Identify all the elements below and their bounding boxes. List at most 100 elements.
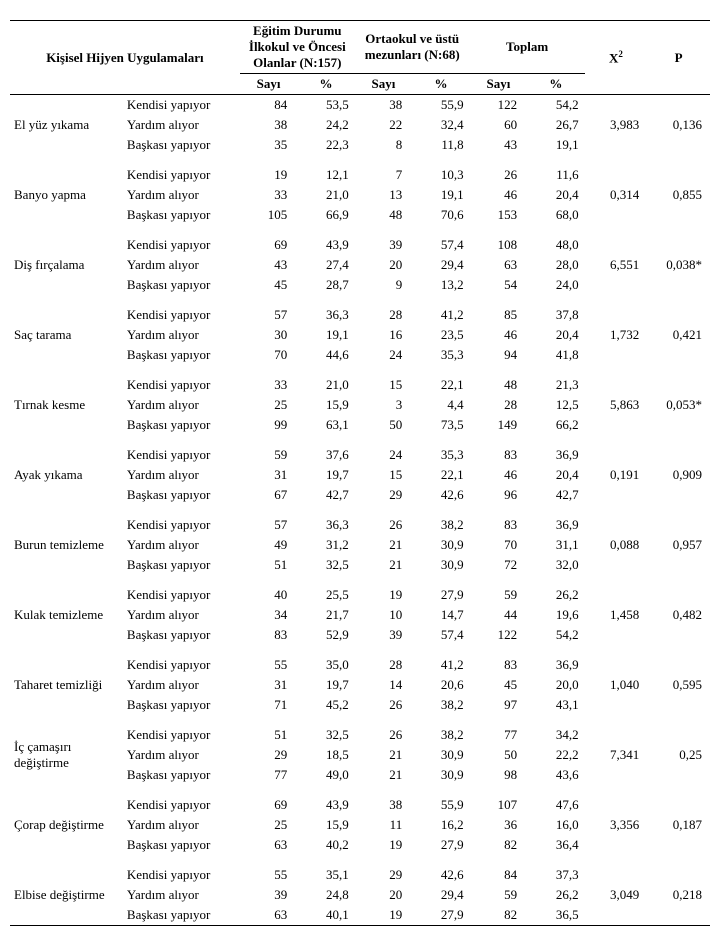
data-cell: 46: [470, 465, 527, 485]
data-cell: 55: [240, 865, 297, 885]
response-label: Başkası yapıyor: [125, 415, 240, 435]
data-cell: 34: [240, 605, 297, 625]
p-value: 0,595: [647, 675, 710, 695]
data-cell: 49,0: [297, 765, 354, 785]
data-cell: 27,9: [412, 905, 469, 926]
practice-name: Taharet temizliği: [10, 655, 125, 715]
data-cell: 19,6: [527, 605, 584, 625]
response-label: Yardım alıyor: [125, 675, 240, 695]
response-label: Başkası yapıyor: [125, 205, 240, 225]
data-cell: 83: [240, 625, 297, 645]
data-cell: 7: [355, 165, 412, 185]
p-value: 0,053*: [647, 395, 710, 415]
data-cell: 31,1: [527, 535, 584, 555]
table-row: İç çamaşırı değiştirmeKendisi yapıyor513…: [10, 725, 710, 745]
data-cell: 19: [240, 165, 297, 185]
data-cell: 83: [470, 445, 527, 465]
data-cell: 84: [470, 865, 527, 885]
p-value: 0,482: [647, 605, 710, 625]
data-cell: 30,9: [412, 745, 469, 765]
data-cell: 60: [470, 115, 527, 135]
data-cell: 23,5: [412, 325, 469, 345]
data-cell: 51: [240, 725, 297, 745]
data-cell: 19,1: [297, 325, 354, 345]
response-label: Başkası yapıyor: [125, 135, 240, 155]
p-value: 0,038*: [647, 255, 710, 275]
group-spacer: [10, 855, 710, 865]
data-cell: 12,1: [297, 165, 354, 185]
data-cell: 26: [355, 695, 412, 715]
data-cell: 98: [470, 765, 527, 785]
table-row: Tırnak kesmeKendisi yapıyor3321,01522,14…: [10, 375, 710, 395]
data-cell: 19: [355, 905, 412, 926]
header-group2: Ortaokul ve üstü mezunları (N:68): [355, 21, 470, 74]
data-cell: 71: [240, 695, 297, 715]
group-spacer: [10, 225, 710, 235]
data-cell: 57,4: [412, 625, 469, 645]
data-cell: 63: [470, 255, 527, 275]
data-cell: 41,8: [527, 345, 584, 365]
group-spacer: [10, 155, 710, 165]
data-cell: 55,9: [412, 795, 469, 815]
data-cell: 11: [355, 815, 412, 835]
response-label: Yardım alıyor: [125, 115, 240, 135]
data-cell: 36: [470, 815, 527, 835]
data-cell: 36,9: [527, 445, 584, 465]
data-cell: 21,0: [297, 375, 354, 395]
data-cell: 22: [355, 115, 412, 135]
data-cell: 30,9: [412, 555, 469, 575]
data-cell: 43,9: [297, 235, 354, 255]
data-cell: 57: [240, 305, 297, 325]
data-cell: 39: [355, 235, 412, 255]
data-cell: 9: [355, 275, 412, 295]
data-cell: 28,0: [527, 255, 584, 275]
data-cell: 14,7: [412, 605, 469, 625]
data-cell: 96: [470, 485, 527, 505]
data-cell: 13,2: [412, 275, 469, 295]
data-cell: 20: [355, 885, 412, 905]
data-cell: 21,3: [527, 375, 584, 395]
data-cell: 35,1: [297, 865, 354, 885]
response-label: Yardım alıyor: [125, 885, 240, 905]
x2-value: 1,458: [585, 605, 648, 625]
data-cell: 45: [240, 275, 297, 295]
p-value: 0,136: [647, 115, 710, 135]
response-label: Kendisi yapıyor: [125, 305, 240, 325]
data-cell: 44,6: [297, 345, 354, 365]
data-cell: 35,3: [412, 445, 469, 465]
data-cell: 35: [240, 135, 297, 155]
data-cell: 24: [355, 445, 412, 465]
data-cell: 16,2: [412, 815, 469, 835]
data-cell: 38: [355, 795, 412, 815]
data-cell: 31: [240, 465, 297, 485]
practice-name: Elbise değiştirme: [10, 865, 125, 926]
response-label: Kendisi yapıyor: [125, 795, 240, 815]
data-cell: 21,7: [297, 605, 354, 625]
response-label: Başkası yapıyor: [125, 345, 240, 365]
data-cell: 22,1: [412, 375, 469, 395]
sub-count: Sayı: [470, 74, 527, 95]
practice-name: İç çamaşırı değiştirme: [10, 725, 125, 785]
data-cell: 15: [355, 465, 412, 485]
data-cell: 73,5: [412, 415, 469, 435]
x2-value: 3,356: [585, 815, 648, 835]
data-cell: 28,7: [297, 275, 354, 295]
practice-name: Saç tarama: [10, 305, 125, 365]
response-label: Başkası yapıyor: [125, 835, 240, 855]
x2-value: 3,049: [585, 885, 648, 905]
data-cell: 46: [470, 325, 527, 345]
data-cell: 40,1: [297, 905, 354, 926]
data-cell: 10: [355, 605, 412, 625]
data-cell: 33: [240, 185, 297, 205]
data-cell: 108: [470, 235, 527, 255]
data-cell: 122: [470, 95, 527, 116]
data-cell: 59: [240, 445, 297, 465]
data-cell: 32,5: [297, 725, 354, 745]
response-label: Başkası yapıyor: [125, 625, 240, 645]
data-cell: 105: [240, 205, 297, 225]
data-cell: 57: [240, 515, 297, 535]
data-cell: 27,9: [412, 585, 469, 605]
data-cell: 19,1: [527, 135, 584, 155]
data-cell: 68,0: [527, 205, 584, 225]
practice-name: Çorap değiştirme: [10, 795, 125, 855]
